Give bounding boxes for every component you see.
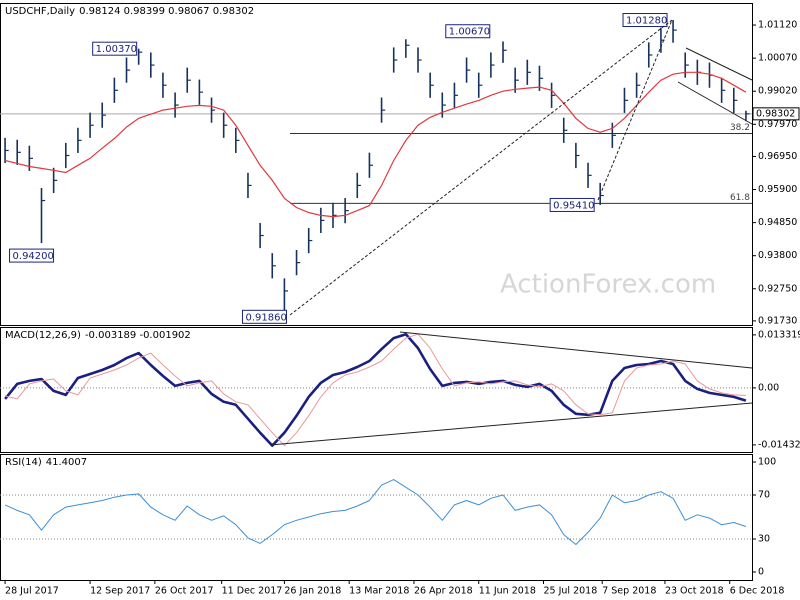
moving-average: [4, 71, 747, 218]
x-tick-label: 26 Oct 2017: [155, 586, 214, 597]
y-tick-label: 0.95900: [758, 184, 797, 195]
series-line: [4, 332, 747, 447]
price-label-box: [622, 13, 668, 28]
triangle-line: [269, 402, 753, 446]
y-tick-label: 100: [758, 457, 776, 468]
y-tick-label: 0.96950: [758, 151, 797, 162]
x-tick-label: 26 Jan 2018: [284, 586, 341, 597]
channel-line: [677, 81, 753, 125]
y-tick-label: -0.014323: [758, 439, 800, 450]
x-tick-label: 25 Jul 2018: [544, 586, 598, 597]
watermark: ActionForex.com: [500, 270, 716, 300]
x-tick-label: 23 Oct 2018: [665, 586, 724, 597]
current-price-box: [752, 107, 800, 121]
price-label: 1.00370: [96, 44, 137, 55]
y-tick-label: 1.01120: [758, 20, 797, 31]
panel-header: RSI(14) 41.4007: [5, 457, 87, 468]
x-tick-label: 12 Sep 2017: [90, 586, 150, 597]
x-tick-label: 26 Apr 2018: [414, 586, 473, 597]
x-tick-label: 13 Mar 2018: [349, 586, 409, 597]
y-tick-label: 0: [758, 566, 764, 577]
x-tick-label: 6 Dec 2018: [730, 586, 785, 597]
panel-frame: [0, 3, 753, 326]
price-label: 1.00670: [449, 27, 490, 38]
panel-values: 41.4007: [46, 457, 87, 468]
panel-header: MACD(12,26,9) -0.003189 -0.001902: [5, 330, 191, 341]
trend-line: [289, 19, 673, 316]
panel-title: MACD(12,26,9): [5, 330, 81, 341]
price-label: 0.94200: [13, 251, 54, 262]
panel-title: RSI(14): [5, 457, 42, 468]
panel-header: USDCHF,Daily 0.98124 0.98399 0.98067 0.98…: [5, 6, 254, 17]
panel-title: USDCHF,Daily: [5, 6, 75, 17]
triangle-line: [399, 331, 753, 369]
price-label-box: [9, 248, 55, 263]
channel-line: [685, 47, 753, 81]
series-line: [4, 479, 747, 545]
price-label: 0.91860: [245, 312, 286, 323]
y-tick-label: 30: [758, 533, 770, 544]
y-tick-label: 0.94850: [758, 217, 797, 228]
plot-layer: 1.01120 1.00070 0.99020 0.97970 0.96950 0.959…: [0, 3, 800, 597]
y-tick-label: 1.00070: [758, 53, 797, 64]
price-label: 0.95410: [553, 200, 594, 211]
current-price-label: 0.98302: [756, 108, 795, 119]
x-tick-label: 7 Sep 2018: [602, 586, 656, 597]
price-label-box: [241, 309, 287, 324]
series-line: [4, 333, 746, 447]
panel-values: -0.003189 -0.001902: [85, 330, 191, 341]
x-tick-label: 11 Jun 2018: [479, 586, 536, 597]
y-tick-label: 0.013319: [758, 329, 800, 340]
fib-label: 61.8: [730, 193, 750, 203]
x-tick-label: 11 Dec 2017: [222, 586, 283, 597]
panel-frame: [0, 454, 753, 581]
price-label-box: [549, 197, 595, 212]
fib-label: 38.2: [730, 123, 750, 133]
y-tick-label: 0.91730: [758, 315, 797, 326]
y-tick-label: 0.00: [758, 382, 779, 393]
price-label-box: [445, 24, 491, 39]
trend-line: [597, 19, 673, 201]
panel-values: 0.98124 0.98399 0.98067 0.98302: [79, 6, 254, 17]
panel-frame: [0, 327, 753, 453]
price-label-box: [92, 41, 138, 56]
y-tick-label: 0.97970: [758, 119, 797, 130]
x-tick-label: 28 Jul 2017: [5, 586, 59, 597]
y-tick-label: 0.93800: [758, 250, 797, 261]
y-tick-label: 70: [758, 490, 770, 501]
price-label: 1.01280: [626, 16, 667, 27]
y-tick-label: 0.99020: [758, 86, 797, 97]
y-tick-label: 0.92750: [758, 283, 797, 294]
